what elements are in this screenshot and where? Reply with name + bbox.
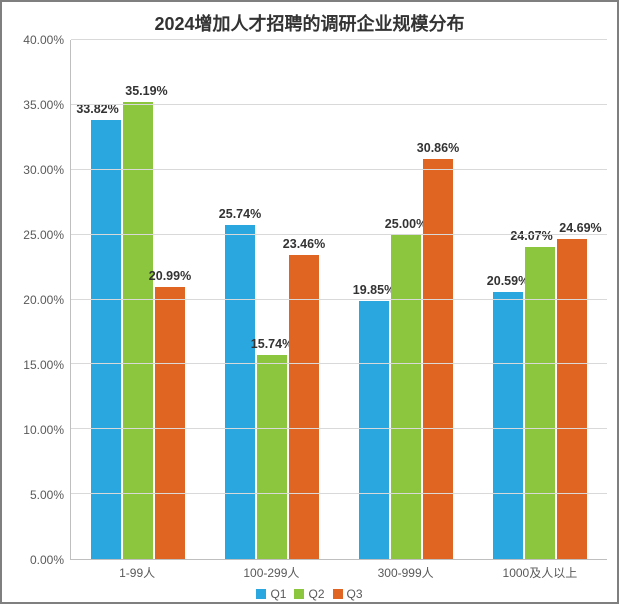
bar-group: 25.74%15.74%23.46% (205, 40, 339, 559)
legend-label: Q1 (270, 587, 286, 601)
y-tick-label: 15.00% (23, 358, 64, 372)
bar-value-label: 24.69% (559, 221, 601, 235)
y-tick-label: 5.00% (30, 488, 64, 502)
bar: 25.74% (225, 225, 255, 559)
y-tick-label: 35.00% (23, 98, 64, 112)
bar-value-label: 23.46% (283, 237, 325, 251)
bar: 24.69% (557, 239, 587, 559)
x-tick-label: 300-999人 (339, 564, 473, 581)
bar-value-label: 20.59% (487, 274, 529, 288)
bar: 20.99% (155, 287, 185, 559)
legend-swatch (294, 589, 304, 599)
gridline (71, 234, 607, 235)
gridline (71, 493, 607, 494)
bar-value-label: 20.99% (149, 269, 191, 283)
bar-value-label: 30.86% (417, 141, 459, 155)
y-tick-label: 0.00% (30, 553, 64, 567)
gridline (71, 104, 607, 105)
bar-value-label: 19.85% (353, 283, 395, 297)
grid-plot: 33.82%35.19%20.99%25.74%15.74%23.46%19.8… (70, 40, 607, 560)
legend-label: Q2 (308, 587, 324, 601)
legend-label: Q3 (347, 587, 363, 601)
bar: 24.07% (525, 247, 555, 559)
legend-swatch (256, 589, 266, 599)
bar-value-label: 35.19% (125, 84, 167, 98)
bar-value-label: 25.74% (219, 207, 261, 221)
chart-container: 2024增加人才招聘的调研企业规模分布 0.00% 5.00% 10.00% 15.0… (0, 0, 619, 604)
bar: 15.74% (257, 355, 287, 559)
bar-group: 19.85%25.00%30.86% (339, 40, 473, 559)
plot-area: 0.00%5.00%10.00%15.00%20.00%25.00%30.00%… (12, 40, 607, 560)
gridline (71, 39, 607, 40)
legend-item: Q3 (333, 587, 363, 601)
gridline (71, 363, 607, 364)
bar: 19.85% (359, 301, 389, 559)
bar: 20.59% (493, 292, 523, 559)
bar: 25.00% (391, 235, 421, 559)
legend: Q1 Q2 Q3 (12, 587, 607, 602)
bar: 35.19% (123, 102, 153, 559)
bar: 30.86% (423, 159, 453, 559)
y-tick-label: 40.00% (23, 33, 64, 47)
bar: 23.46% (289, 255, 319, 559)
gridline (71, 299, 607, 300)
bar-group: 33.82%35.19%20.99% (71, 40, 205, 559)
y-tick-label: 25.00% (23, 228, 64, 242)
gridline (71, 428, 607, 429)
legend-swatch (333, 589, 343, 599)
x-tick-label: 1000及人以上 (473, 564, 607, 581)
bar-value-label: 15.74% (251, 337, 293, 351)
bar-groups: 33.82%35.19%20.99%25.74%15.74%23.46%19.8… (71, 40, 607, 559)
chart-title: 2024增加人才招聘的调研企业规模分布 (12, 10, 607, 36)
y-tick-label: 20.00% (23, 293, 64, 307)
y-tick-label: 10.00% (23, 423, 64, 437)
gridline (71, 169, 607, 170)
y-tick-label: 30.00% (23, 163, 64, 177)
x-tick-label: 1-99人 (70, 564, 204, 581)
bar-value-label: 25.00% (385, 217, 427, 231)
x-tick-label: 100-299人 (204, 564, 338, 581)
x-axis-labels: 1-99人100-299人300-999人1000及人以上 (70, 564, 607, 581)
bar-value-label: 24.07% (510, 229, 552, 243)
legend-item: Q2 (294, 587, 324, 601)
legend-item: Q1 (256, 587, 286, 601)
bar-group: 20.59%24.07%24.69% (473, 40, 607, 559)
y-axis: 0.00%5.00%10.00%15.00%20.00%25.00%30.00%… (12, 40, 70, 560)
